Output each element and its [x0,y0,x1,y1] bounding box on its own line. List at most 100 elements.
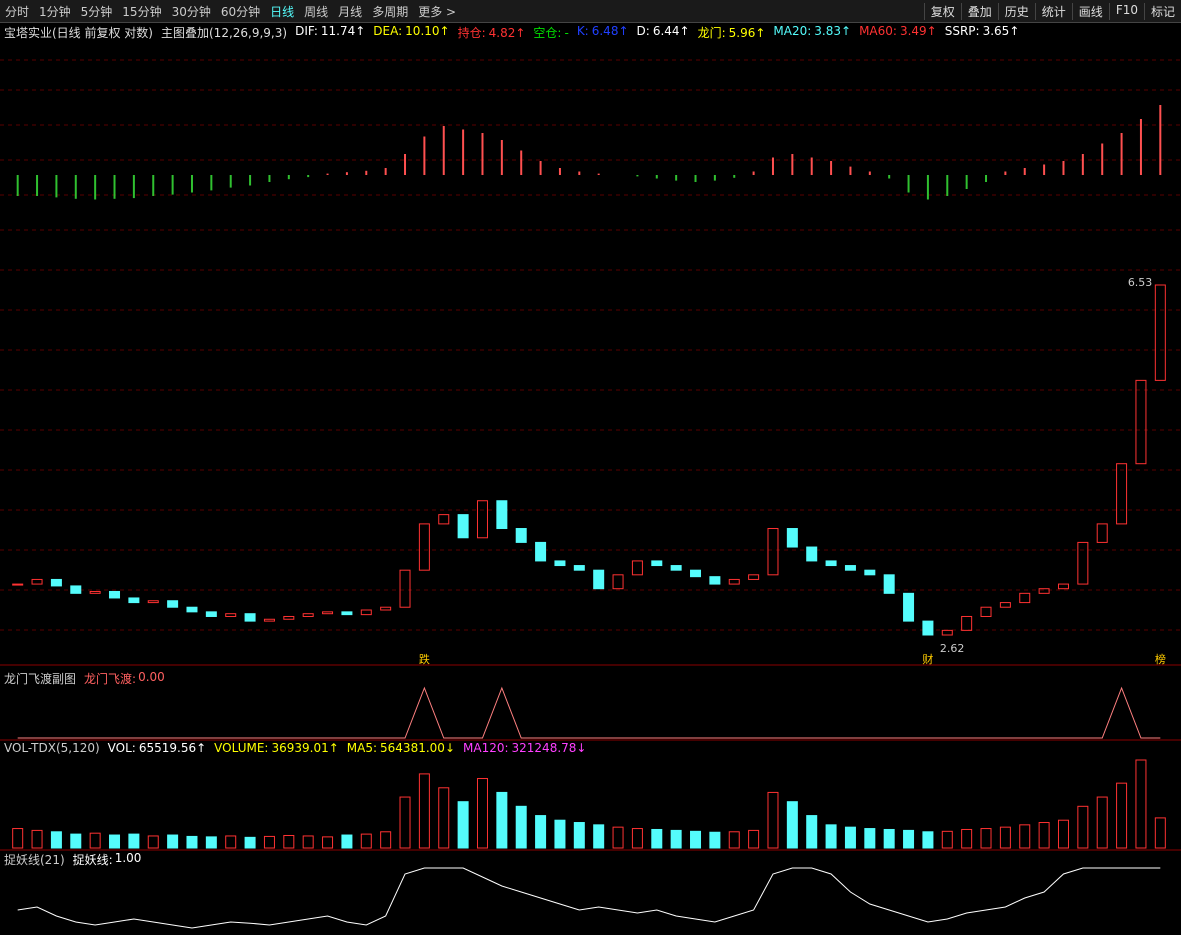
indicator-arrow: ↓ [576,741,587,755]
indicator: 持仓: 4.82↑ [458,24,526,41]
volume-bar [31,829,43,849]
volume-bar [844,826,856,849]
volume-bar [864,828,876,849]
volume-bar [1116,782,1128,849]
indicator-value: - [564,26,569,40]
indicator: DEA: 10.10↑ [373,24,449,41]
longmen-line [17,686,1161,739]
indicator: VOLUME: 36939.01↑ [214,741,339,755]
tool-button[interactable]: 历史 [997,2,1035,20]
candle [147,600,159,604]
volume-bar [786,801,798,849]
volume-bar [70,833,82,849]
indicator: 空仓: - [533,24,568,41]
tool-button[interactable]: F10 [1108,2,1144,20]
candle [476,500,488,539]
candle [167,600,179,608]
volume-bar [496,791,508,849]
volume-bar [109,834,121,849]
period-tab[interactable]: 1分钟 [39,4,71,19]
candle [515,528,527,543]
candle [263,618,275,622]
tool-button[interactable]: 复权 [923,2,961,20]
volume-bar [593,824,605,849]
candle [322,611,334,615]
period-tab[interactable]: 60分钟 [220,4,261,19]
indicator-arrow: ↑ [1009,24,1020,38]
indicator: MA120: 321248.78↓ [463,741,586,755]
indicator-value: 11.74 [320,24,356,38]
tool-button[interactable]: 画线 [1071,2,1109,20]
period-tab[interactable]: 30分钟 [171,4,211,19]
indicator-arrow: ↑ [515,26,526,40]
period-tab[interactable]: 月线 [338,4,363,19]
indicator-arrow: ↑ [439,24,450,38]
period-tab[interactable]: 分时 [5,4,30,19]
candle [50,578,62,587]
candle [612,574,624,590]
tool-buttons: 复权 叠加 历史 统计 画线 F10 标记 [923,2,1181,20]
volume-bar [341,834,353,849]
volume-bar [322,836,334,849]
indicator-label: K: [576,24,589,38]
candle [1135,379,1147,465]
volume-bar [360,833,372,849]
candle [709,576,721,585]
volume-bar [999,826,1011,849]
candle [341,611,353,616]
volume-bar [748,829,760,849]
volume-bar [380,831,392,849]
indicator-label: MA20: [773,24,812,38]
indicator-label: MA120: [463,741,509,755]
candle [941,629,953,636]
candle [980,606,992,617]
zhuoyao-header: 捉妖线(21) 捉妖线: 1.00 [4,851,141,868]
period-tab[interactable]: 多周期 [372,4,409,19]
indicator-value: 1.00 [114,851,142,865]
volume-bar [690,830,702,849]
toolbar: 分时 1分钟 5分钟 15分钟 30分钟 60分钟 日线 周线 月线 多周期 更多 > 复权 叠加 历史统… [0,0,1181,23]
candle [786,528,798,548]
overlay: 主图叠加(12,26,9,9,3) [161,26,288,40]
tool-button[interactable]: 标记 [1143,2,1181,20]
indicator-value: 6.44 [652,24,680,38]
indicator-label: VOL: [107,741,136,755]
candle [128,597,140,604]
candle [844,565,856,571]
volume-bar [128,833,140,849]
volume-bar [825,824,837,849]
candle [1096,523,1108,543]
candle [12,583,24,586]
volume-bar [476,778,488,849]
tool-button[interactable]: 统计 [1034,2,1072,20]
indicator-value: 6.48 [591,24,619,38]
volume-bar [573,822,585,849]
period-tab[interactable]: 15分钟 [122,4,162,19]
main-header: 宝塔实业(日线 前复权 对数) 主图叠加(12,26,9,9,3) DIF: 11.7… [4,24,1019,41]
tool-button[interactable]: 叠加 [960,2,998,20]
period-tab[interactable]: 周线 [304,4,329,19]
candle [670,565,682,571]
period-tab[interactable]: 日线 [270,4,295,19]
indicator-label: 空仓: [533,26,562,40]
candle [399,569,411,608]
volume-bar [186,835,198,849]
indicator: MA60: 3.49↑ [859,24,937,41]
candle [31,578,43,585]
period-tab[interactable]: 更多 > [418,4,457,19]
indicator: SSRP: 3.65↑ [945,24,1020,41]
indicator-arrow: ↑ [679,24,690,38]
signal: 财 [922,652,933,666]
indicator-arrow: ↑ [328,741,339,755]
candle [1077,541,1089,585]
indicator-value: 3.49 [899,24,927,38]
indicator-arrow: ↓ [444,741,455,755]
indicator-value: 5.96 [728,26,756,40]
indicator-value: 4.82 [488,26,516,40]
period-tab[interactable]: 5分钟 [80,4,113,19]
candle [89,590,101,594]
indicator: MA5: 564381.00↓ [347,741,455,755]
volume-bar [1038,822,1050,849]
indicator-arrow: ↑ [618,24,629,38]
volume-bar [980,828,992,849]
